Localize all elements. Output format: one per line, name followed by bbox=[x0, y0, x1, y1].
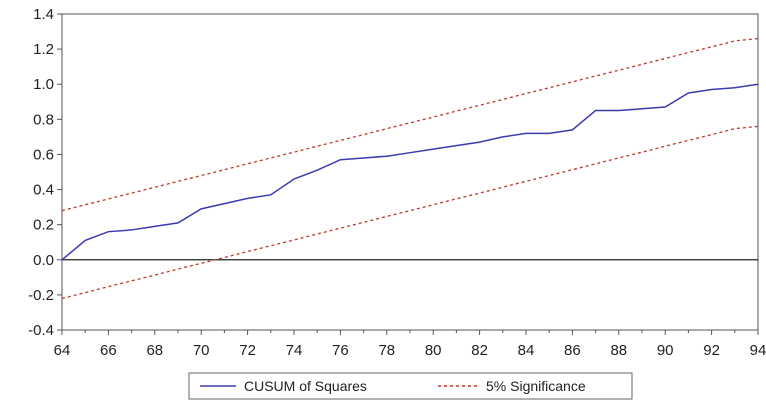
plot-frame bbox=[61, 13, 759, 331]
y-axis: 1.4 1.2 1.0 0.8 0.6 0.4 0.2 0.0 -0.2 -0.4 bbox=[28, 6, 62, 339]
x-tick-label: 72 bbox=[239, 342, 256, 359]
y-tick-label: -0.2 bbox=[28, 287, 54, 304]
legend-label-significance: 5% Significance bbox=[486, 378, 586, 394]
x-tick-label: 92 bbox=[703, 342, 720, 359]
x-tick-label: 80 bbox=[425, 342, 442, 359]
y-tick-label: 0.0 bbox=[33, 252, 54, 269]
x-tick-label: 94 bbox=[750, 342, 766, 359]
x-tick-label: 70 bbox=[193, 342, 210, 359]
y-tick-label: 1.4 bbox=[33, 6, 54, 23]
x-tick-label: 76 bbox=[332, 342, 349, 359]
x-axis: 64 66 68 70 72 74 76 78 80 82 84 86 88 90 92 94 bbox=[54, 330, 766, 359]
legend-box bbox=[188, 372, 633, 400]
series-layer bbox=[61, 37, 759, 300]
y-tick-label: 1.2 bbox=[33, 41, 54, 58]
x-tick-label: 86 bbox=[564, 342, 581, 359]
x-tick-label: 74 bbox=[286, 342, 303, 359]
y-tick-label: -0.4 bbox=[28, 322, 54, 339]
y-tick-label: 0.6 bbox=[33, 146, 54, 163]
x-tick-label: 68 bbox=[146, 342, 163, 359]
y-tick-label: 0.8 bbox=[33, 111, 54, 128]
significance-upper-line bbox=[61, 37, 759, 212]
x-tick-label: 78 bbox=[378, 342, 395, 359]
cusum-squares-line bbox=[61, 83, 759, 261]
legend: CUSUM of Squares 5% Significance bbox=[188, 372, 633, 400]
legend-label-cusum: CUSUM of Squares bbox=[244, 378, 367, 394]
x-tick-label: 66 bbox=[100, 342, 117, 359]
y-tick-label: 0.4 bbox=[33, 182, 54, 199]
x-tick-label: 84 bbox=[518, 342, 535, 359]
x-tick-label: 88 bbox=[610, 342, 627, 359]
y-tick-label: 1.0 bbox=[33, 76, 54, 93]
y-tick-label: 0.2 bbox=[33, 217, 54, 234]
x-tick-label: 90 bbox=[657, 342, 674, 359]
x-tick-label: 64 bbox=[54, 342, 71, 359]
x-tick-label: 82 bbox=[471, 342, 488, 359]
